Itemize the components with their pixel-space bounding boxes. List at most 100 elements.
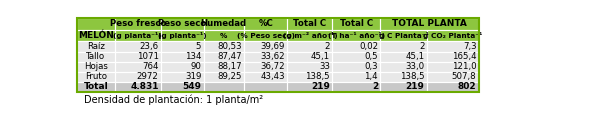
- Text: 138,5: 138,5: [305, 72, 330, 81]
- Text: g C Planta⁻¹: g C Planta⁻¹: [379, 32, 428, 39]
- Text: 219: 219: [406, 82, 425, 91]
- Text: Densidad de plantación: 1 planta/m²: Densidad de plantación: 1 planta/m²: [83, 95, 263, 105]
- Text: %C: %C: [258, 19, 273, 28]
- Bar: [287, 30, 332, 42]
- Text: Humedad: Humedad: [201, 19, 247, 28]
- Text: 507,8: 507,8: [452, 72, 476, 81]
- Text: 0,3: 0,3: [364, 62, 378, 71]
- Bar: [115, 72, 161, 81]
- Text: 33,62: 33,62: [260, 52, 285, 61]
- Bar: [77, 51, 115, 62]
- Bar: [380, 62, 427, 72]
- Text: 1071: 1071: [137, 52, 158, 61]
- Text: (g m⁻² año⁻¹): (g m⁻² año⁻¹): [283, 32, 337, 39]
- Bar: [77, 81, 115, 92]
- Text: 0,5: 0,5: [364, 52, 378, 61]
- Text: Total C: Total C: [293, 19, 326, 28]
- Bar: [287, 81, 332, 92]
- Text: MELÓN: MELÓN: [78, 31, 114, 40]
- Bar: [380, 18, 479, 30]
- Bar: [161, 42, 203, 51]
- Text: 4.831: 4.831: [130, 82, 158, 91]
- Bar: [77, 42, 115, 51]
- Text: Hojas: Hojas: [84, 62, 108, 71]
- Bar: [203, 62, 244, 72]
- Bar: [287, 42, 332, 51]
- Text: 7,3: 7,3: [463, 42, 476, 51]
- Bar: [203, 51, 244, 62]
- Text: 89,25: 89,25: [217, 72, 242, 81]
- Text: 219: 219: [311, 82, 330, 91]
- Text: 319: 319: [185, 72, 202, 81]
- Bar: [427, 72, 479, 81]
- Bar: [115, 42, 161, 51]
- Text: %: %: [220, 33, 227, 39]
- Bar: [332, 62, 380, 72]
- Text: 90: 90: [190, 62, 202, 71]
- Text: 45,1: 45,1: [406, 52, 425, 61]
- Text: 88,17: 88,17: [217, 62, 242, 71]
- Text: 165,4: 165,4: [452, 52, 476, 61]
- Text: (T ha⁻¹ año⁻¹): (T ha⁻¹ año⁻¹): [328, 32, 385, 39]
- Text: 2: 2: [419, 42, 425, 51]
- Bar: [287, 62, 332, 72]
- Text: 764: 764: [142, 62, 158, 71]
- Bar: [287, 72, 332, 81]
- Text: 138,5: 138,5: [400, 72, 425, 81]
- Bar: [244, 51, 287, 62]
- Bar: [380, 72, 427, 81]
- Text: 80,53: 80,53: [217, 42, 242, 51]
- Text: (% Peso seco): (% Peso seco): [236, 33, 295, 39]
- Bar: [287, 51, 332, 62]
- Bar: [332, 72, 380, 81]
- Bar: [77, 62, 115, 72]
- Bar: [115, 30, 161, 42]
- Text: (g planta⁻¹): (g planta⁻¹): [158, 32, 206, 39]
- Bar: [380, 81, 427, 92]
- Text: 33: 33: [319, 62, 330, 71]
- Bar: [244, 18, 287, 30]
- Text: 121,0: 121,0: [452, 62, 476, 71]
- Bar: [115, 51, 161, 62]
- Bar: [380, 51, 427, 62]
- Bar: [380, 30, 427, 42]
- Bar: [203, 42, 244, 51]
- Text: 36,72: 36,72: [260, 62, 285, 71]
- Bar: [161, 81, 203, 92]
- Bar: [77, 72, 115, 81]
- Bar: [427, 62, 479, 72]
- Bar: [287, 18, 332, 30]
- Text: Peso seco: Peso seco: [158, 19, 206, 28]
- Text: Raíz: Raíz: [87, 42, 105, 51]
- Text: TOTAL PLANTA: TOTAL PLANTA: [392, 19, 467, 28]
- Bar: [161, 72, 203, 81]
- Bar: [77, 30, 115, 42]
- Text: 33,0: 33,0: [406, 62, 425, 71]
- Text: (g planta⁻¹): (g planta⁻¹): [113, 32, 162, 39]
- Text: 45,1: 45,1: [311, 52, 330, 61]
- Text: Total C: Total C: [340, 19, 373, 28]
- Bar: [77, 18, 479, 92]
- Bar: [244, 72, 287, 81]
- Bar: [77, 18, 115, 30]
- Bar: [115, 81, 161, 92]
- Text: 39,69: 39,69: [260, 42, 285, 51]
- Bar: [161, 62, 203, 72]
- Text: 0,02: 0,02: [359, 42, 378, 51]
- Text: Fruto: Fruto: [85, 72, 107, 81]
- Bar: [244, 30, 287, 42]
- Bar: [332, 81, 380, 92]
- Text: 549: 549: [182, 82, 202, 91]
- Text: 5: 5: [196, 42, 202, 51]
- Bar: [332, 30, 380, 42]
- Bar: [203, 30, 244, 42]
- Bar: [427, 42, 479, 51]
- Text: 134: 134: [185, 52, 202, 61]
- Bar: [427, 81, 479, 92]
- Bar: [380, 42, 427, 51]
- Bar: [161, 51, 203, 62]
- Bar: [115, 62, 161, 72]
- Text: 802: 802: [458, 82, 476, 91]
- Text: g CO₂ Planta⁻¹: g CO₂ Planta⁻¹: [423, 32, 482, 39]
- Text: Peso fresco: Peso fresco: [110, 19, 166, 28]
